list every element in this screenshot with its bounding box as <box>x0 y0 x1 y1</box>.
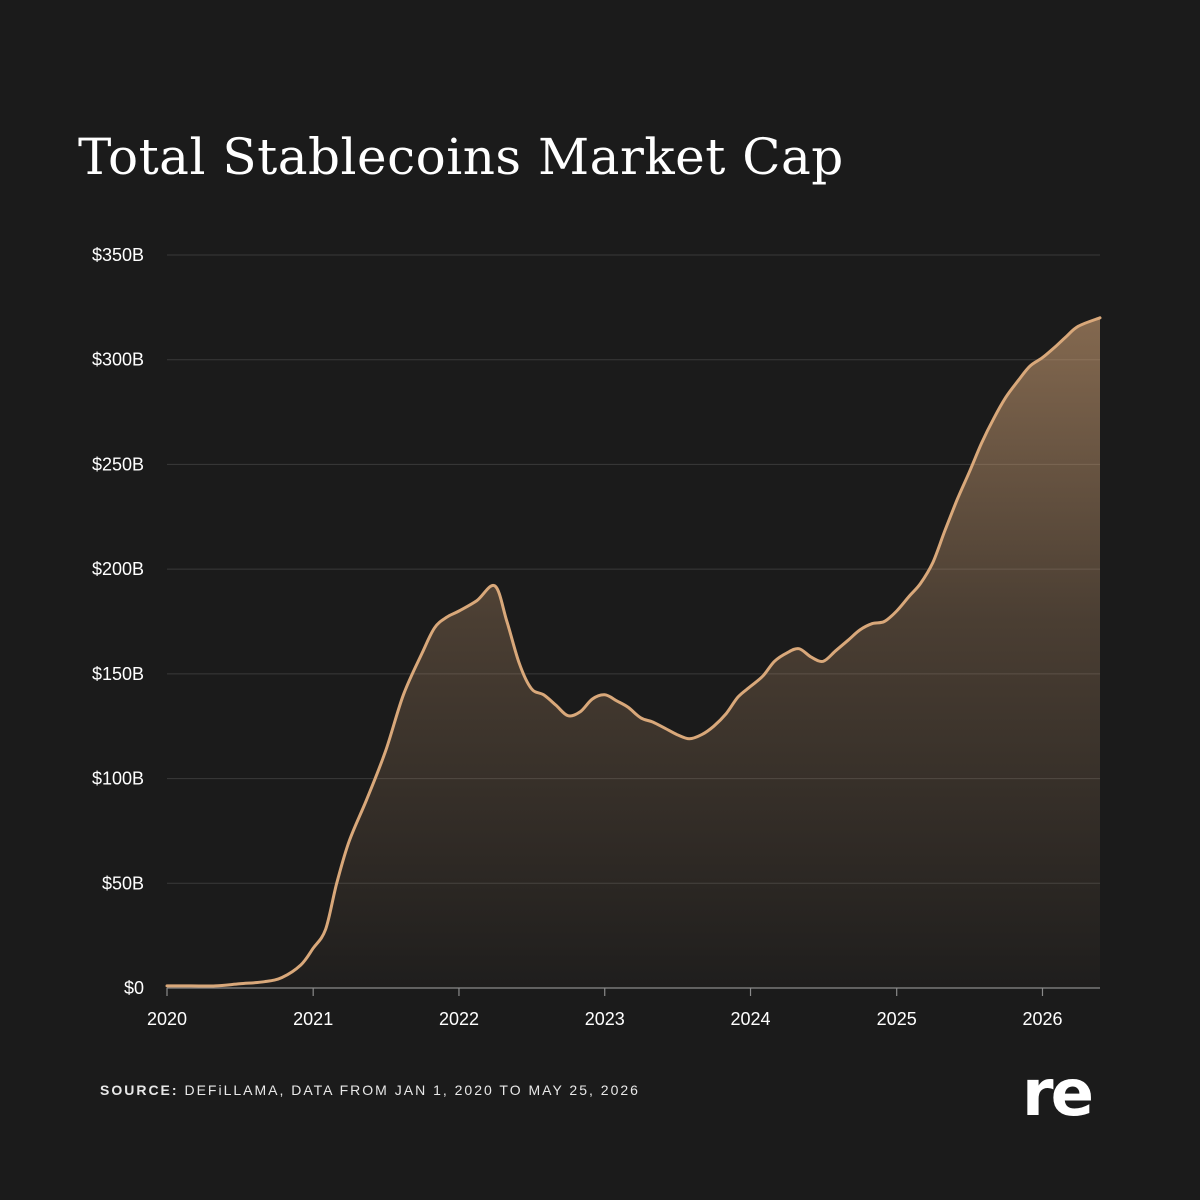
y-tick-label: $250B <box>92 454 144 474</box>
y-tick-label: $0 <box>124 978 144 998</box>
x-tick-label: 2023 <box>585 1009 625 1029</box>
y-tick-label: $350B <box>92 245 144 265</box>
source-text: DEFiLLAMA, DATA FROM JAN 1, 2020 TO MAY … <box>184 1082 640 1098</box>
y-tick-label: $150B <box>92 664 144 684</box>
y-tick-label: $50B <box>102 873 144 893</box>
y-axis: $0 $50B $100B $150B $200B $250B $300B $350B <box>92 245 144 998</box>
area-fill <box>167 317 1100 988</box>
y-tick-label: $300B <box>92 350 144 370</box>
x-tick-label: 2020 <box>147 1009 187 1029</box>
x-tick-label: 2022 <box>439 1009 479 1029</box>
y-tick-label: $200B <box>92 559 144 579</box>
x-tick-label: 2025 <box>877 1009 917 1029</box>
chart-title: Total Stablecoins Market Cap <box>78 128 844 186</box>
y-tick-label: $100B <box>92 769 144 789</box>
source-note: SOURCE: DEFiLLAMA, DATA FROM JAN 1, 2020… <box>100 1082 640 1098</box>
x-tick-label: 2024 <box>731 1009 771 1029</box>
x-tick-label: 2026 <box>1022 1009 1062 1029</box>
brand-logo: re <box>1022 1057 1094 1131</box>
market-cap-line <box>165 316 1102 988</box>
source-label: SOURCE: <box>100 1082 179 1098</box>
plot-area <box>165 316 1102 988</box>
x-tick-label: 2021 <box>293 1009 333 1029</box>
x-axis: 2020 2021 2022 2023 2024 2025 2026 <box>147 987 1100 1029</box>
